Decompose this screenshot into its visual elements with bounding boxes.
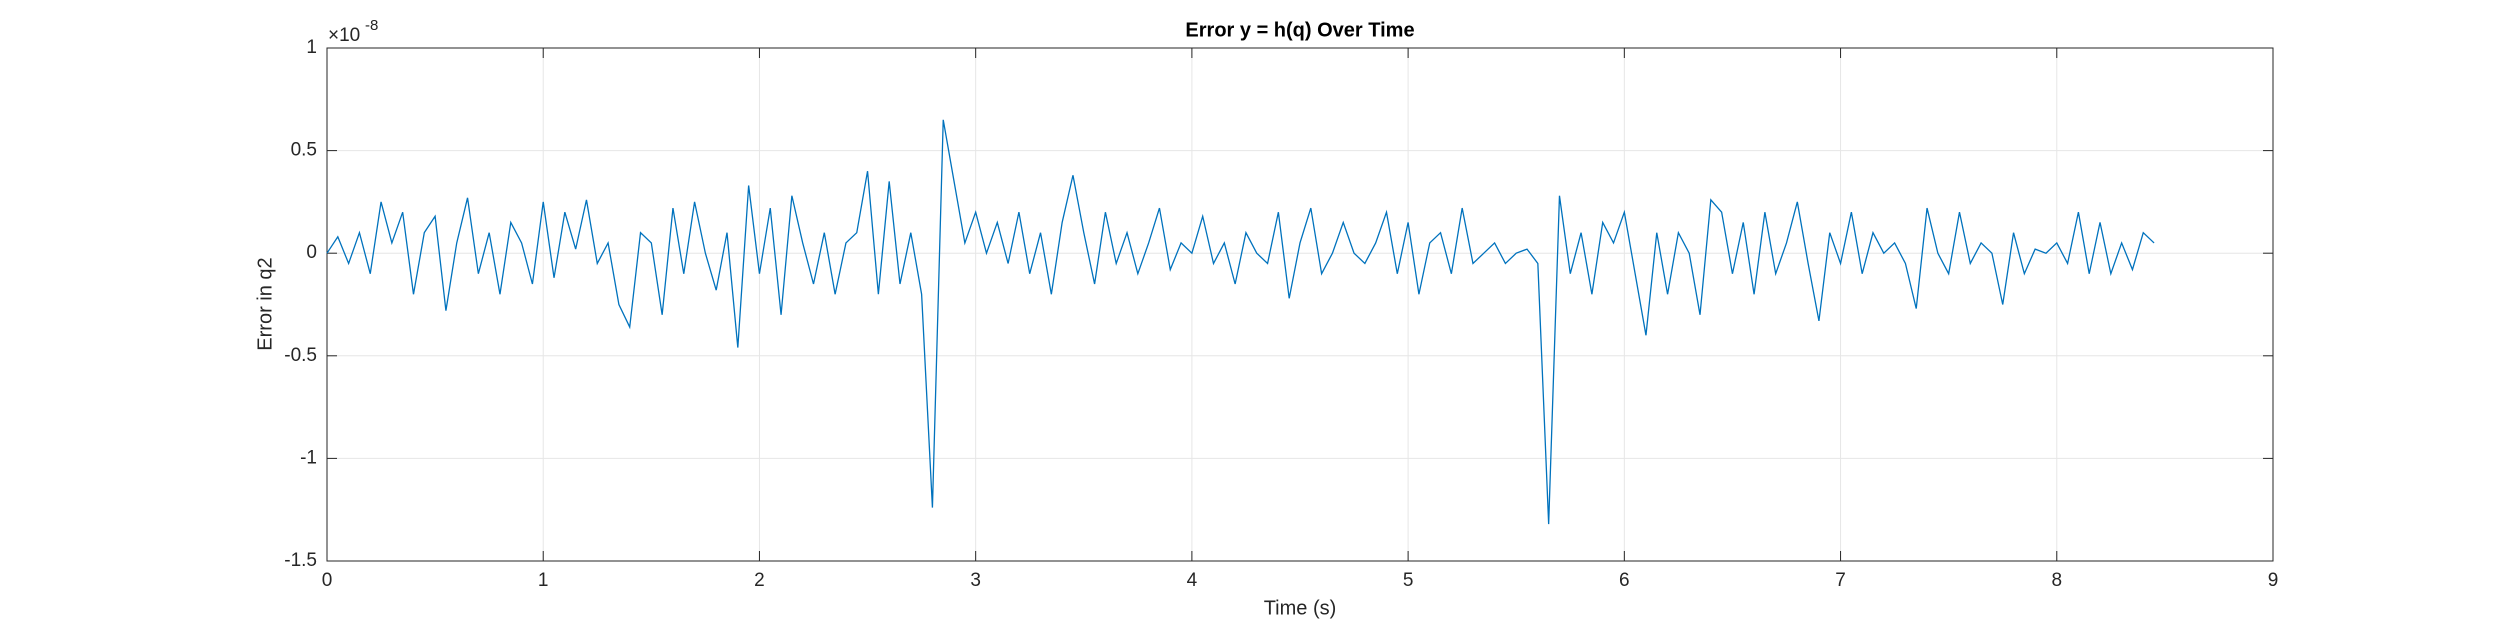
x-tick-label: 9	[2268, 570, 2279, 591]
y-multiplier: ×10	[328, 25, 360, 46]
y-tick-label: -0.5	[284, 345, 317, 366]
x-tick-label: 6	[1619, 570, 1630, 591]
plot-area	[327, 48, 2273, 561]
y-axis-label: Error in q2	[254, 257, 276, 350]
x-tick-label: 2	[754, 570, 765, 591]
x-tick-label: 8	[2051, 570, 2062, 591]
chart-title: Error y = h(q) Over Time	[1185, 19, 1414, 41]
x-tick-label: 4	[1187, 570, 1198, 591]
y-tick-label: 1	[306, 37, 317, 58]
x-tick-label: 3	[970, 570, 981, 591]
x-tick-label: 7	[1835, 570, 1846, 591]
y-tick-label: 0.5	[291, 140, 317, 161]
y-multiplier-exponent: -8	[365, 17, 378, 34]
x-tick-label: 5	[1403, 570, 1414, 591]
x-axis-label: Time (s)	[1264, 597, 1337, 619]
axes-box	[326, 47, 2274, 562]
y-tick-label: -1.5	[284, 550, 317, 571]
x-tick-label: 0	[322, 570, 333, 591]
data-line	[326, 119, 2155, 525]
y-tick-label: 0	[306, 242, 317, 263]
y-tick-label: -1	[300, 447, 317, 468]
x-tick-label: 1	[538, 570, 549, 591]
